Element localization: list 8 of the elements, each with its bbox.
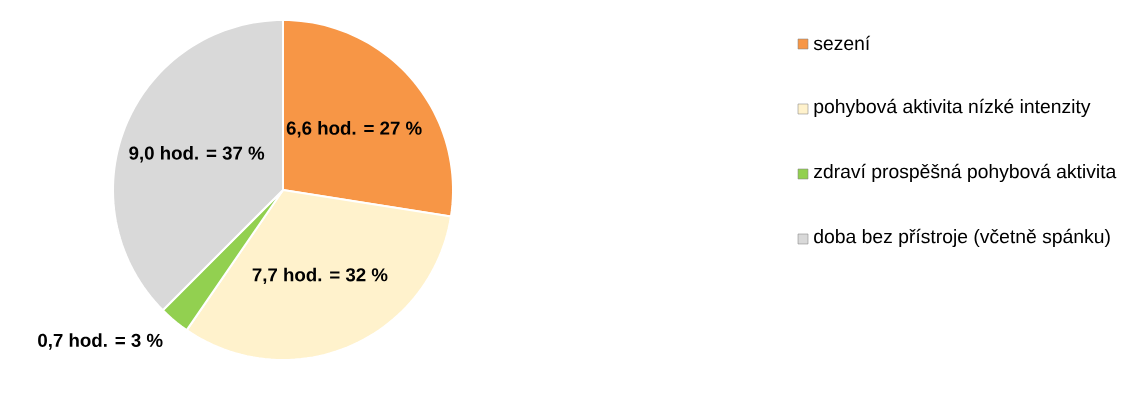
legend-label: pohybová aktivita nízké intenzity [814, 98, 1091, 118]
data-label: 9,0 hod. = 37 % [129, 146, 265, 163]
legend-label: zdraví prospěšná pohybová aktivita [814, 163, 1117, 183]
legend-label: sezení [813, 35, 871, 51]
data-label: 6,6 hod. = 27 % [286, 121, 422, 138]
legend-label: doba bez přístroje (včetně spánku) [814, 228, 1110, 248]
data-label: 7,7 hod. = 32 % [252, 267, 388, 285]
data-label: 0,7 hod. = 3 % [38, 333, 163, 350]
